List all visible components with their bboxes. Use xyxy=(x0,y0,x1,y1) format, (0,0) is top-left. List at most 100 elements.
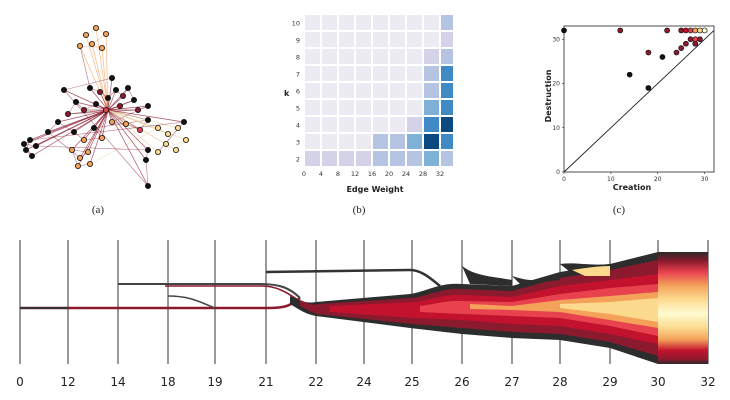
scatter-point xyxy=(687,36,694,43)
heatmap-chart: 2 3 4 5 6 7 8 9 10 0 4 8 12 16 20 24 28 32 k Edge Weight xyxy=(284,15,453,194)
network-node xyxy=(77,154,84,161)
network-node xyxy=(142,156,149,163)
network-node xyxy=(180,119,187,126)
network-node xyxy=(144,146,151,153)
heatmap-cell xyxy=(322,66,337,81)
timeline-label: 26 xyxy=(454,375,469,389)
heatmap-cell xyxy=(407,32,422,47)
heatmap-cell xyxy=(441,100,453,115)
heatmap-cell xyxy=(390,66,405,81)
timeline-label: 27 xyxy=(504,375,519,389)
scatter-y-tick: 0 xyxy=(556,169,560,176)
heatmap-cell xyxy=(339,49,354,64)
heatmap-cell xyxy=(322,49,337,64)
network-node xyxy=(81,107,88,114)
network-node xyxy=(144,182,151,189)
network-node xyxy=(105,95,112,102)
network-node xyxy=(61,87,68,94)
network-node xyxy=(117,103,124,110)
heatmap-cell xyxy=(390,134,405,149)
heatmap-y-tick: 5 xyxy=(296,105,300,113)
heatmap-cell xyxy=(441,83,453,98)
timeline-flows xyxy=(20,252,708,364)
timeline-label: 19 xyxy=(207,375,222,389)
network-node xyxy=(97,89,104,96)
heatmap-cell xyxy=(441,49,453,64)
heatmap-x-tick: 16 xyxy=(368,170,376,178)
heatmap-cell xyxy=(390,15,405,30)
network-node xyxy=(144,103,151,110)
scatter-ylabel: Destruction xyxy=(544,69,553,122)
heatmap-cell xyxy=(424,49,439,64)
timeline-flow: 0 12 14 18 19 21 22 24 25 26 27 28 29 30 32 xyxy=(16,240,716,389)
network-node xyxy=(93,24,100,31)
persistence-scatter: 0 10 20 30 0 10 20 30 Creation Destruction xyxy=(544,25,715,192)
heatmap-ylabel: k xyxy=(284,89,290,98)
network-edges xyxy=(23,27,187,187)
heatmap-cell xyxy=(373,117,388,132)
heatmap-cell xyxy=(424,134,439,149)
heatmap-cell xyxy=(424,32,439,47)
network-node xyxy=(109,119,116,126)
heatmap-cell xyxy=(424,117,439,132)
heatmap-cell xyxy=(424,15,439,30)
timeline-label: 30 xyxy=(650,375,665,389)
scatter-point xyxy=(692,36,699,43)
heatmap-x-tick: 4 xyxy=(319,170,323,178)
heatmap-cell xyxy=(373,32,388,47)
heatmap-cell xyxy=(373,83,388,98)
scatter-point xyxy=(687,27,694,34)
heatmap-cell xyxy=(339,83,354,98)
scatter-point xyxy=(683,27,689,34)
heatmap-cell xyxy=(322,134,337,149)
heatmap-cell xyxy=(373,100,388,115)
scatter-y-tick: 30 xyxy=(552,36,560,43)
heatmap-cell xyxy=(305,83,320,98)
scatter-point xyxy=(692,27,699,34)
scatter-point xyxy=(701,27,708,34)
scatter-xlabel: Creation xyxy=(613,183,652,192)
caption-b: (b) xyxy=(352,204,366,216)
heatmap-cell xyxy=(441,15,453,30)
network-nodes xyxy=(20,24,189,189)
heatmap-cell xyxy=(339,100,354,115)
scatter-point xyxy=(617,27,624,34)
flow-spike-28 xyxy=(572,266,610,276)
heatmap-x-tick: 12 xyxy=(351,170,359,178)
scatter-point xyxy=(664,27,670,34)
network-node xyxy=(55,119,62,126)
heatmap-cell xyxy=(390,49,405,64)
network-graph xyxy=(20,24,189,189)
network-node xyxy=(109,75,116,82)
heatmap-cell xyxy=(356,66,371,81)
heatmap-cell xyxy=(322,117,337,132)
heatmap-cell xyxy=(305,49,320,64)
timeline-label: 29 xyxy=(602,375,617,389)
heatmap-y-tick: 2 xyxy=(296,156,300,164)
scatter-x-tick: 30 xyxy=(701,176,709,183)
heatmap-cell xyxy=(407,117,422,132)
network-node xyxy=(83,31,90,38)
heatmap-y-tick: 6 xyxy=(296,88,300,96)
heatmap-y-tick: 8 xyxy=(296,54,300,62)
heatmap-cell xyxy=(424,100,439,115)
scatter-point xyxy=(645,85,652,91)
heatmap-cell xyxy=(305,134,320,149)
flow-spike-25 xyxy=(462,266,512,286)
timeline-label: 18 xyxy=(160,375,175,389)
heatmap-cell xyxy=(305,15,320,30)
heatmap-cell xyxy=(322,32,337,47)
scatter-point xyxy=(683,40,689,47)
scatter-point xyxy=(697,27,703,34)
network-node xyxy=(89,40,96,47)
heatmap-cell xyxy=(356,117,371,132)
flow-body-yellow xyxy=(560,298,658,322)
heatmap-cell xyxy=(305,100,320,115)
network-node xyxy=(136,127,143,134)
heatmap-cell xyxy=(339,66,354,81)
heatmap-cell xyxy=(339,15,354,30)
heatmap-cell xyxy=(373,134,388,149)
scatter-point xyxy=(561,27,567,34)
heatmap-cell xyxy=(407,100,422,115)
caption-c: (c) xyxy=(612,204,626,216)
